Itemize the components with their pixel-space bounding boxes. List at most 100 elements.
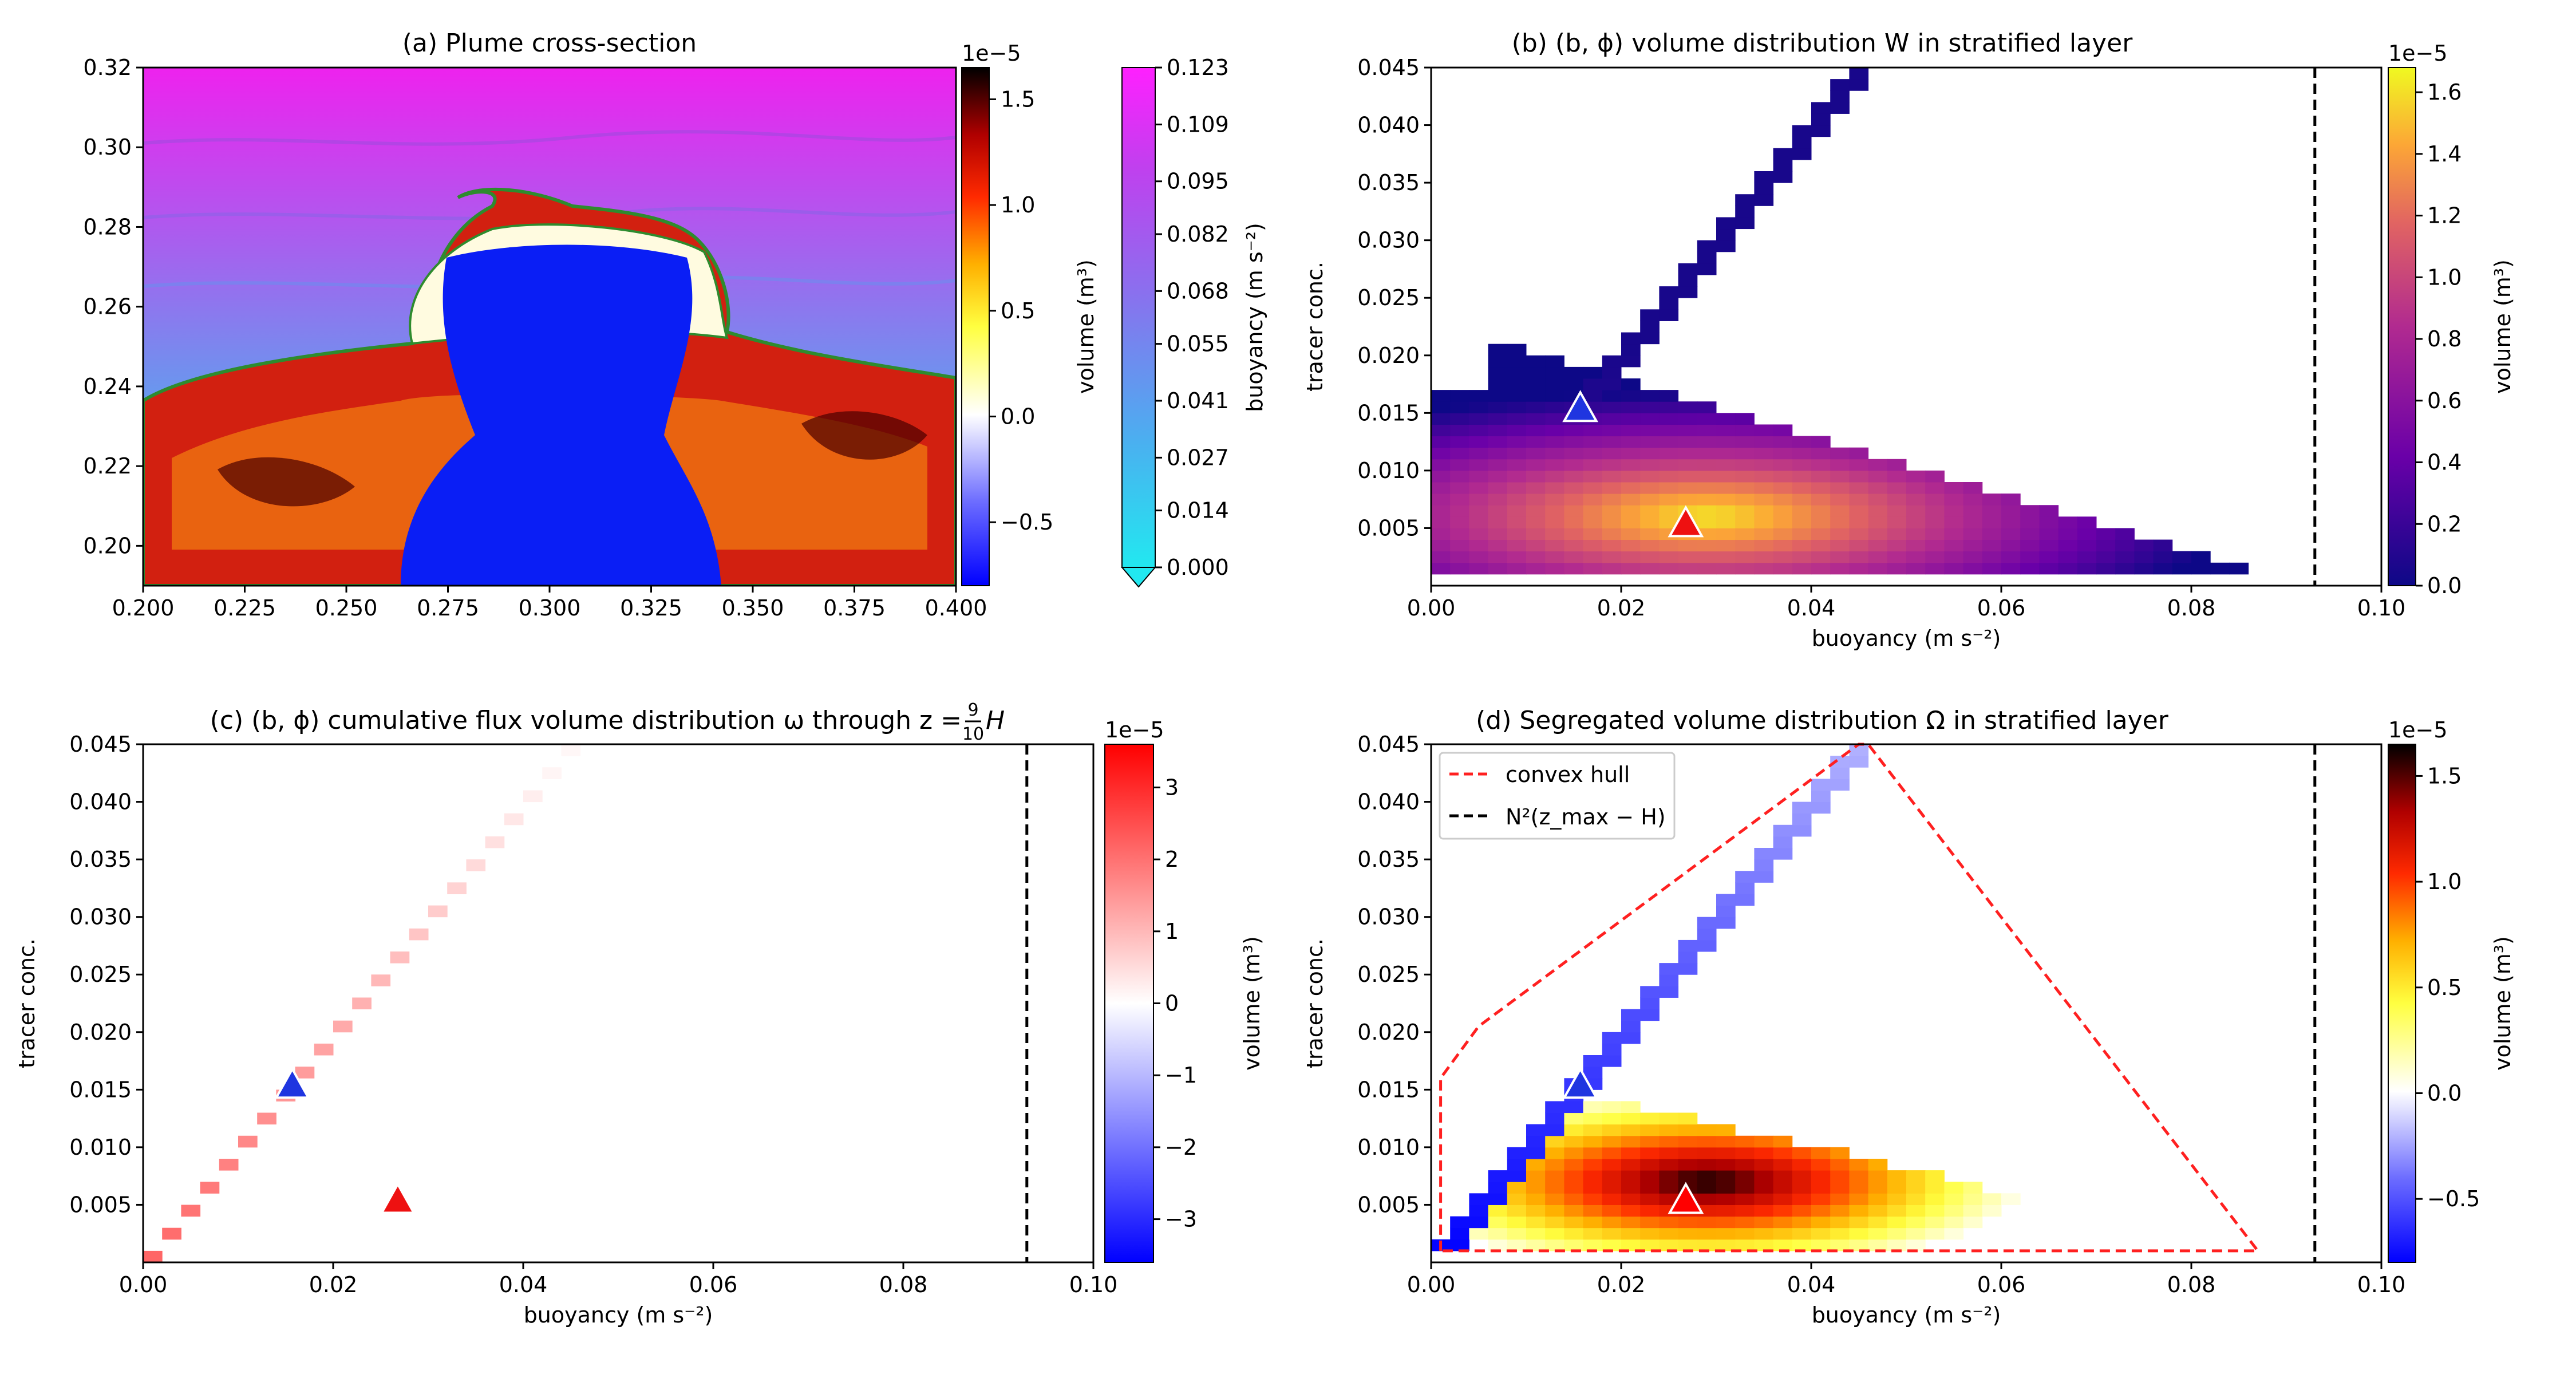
heatmap-cell bbox=[1811, 1205, 1831, 1217]
heatmap-cell bbox=[1507, 470, 1527, 483]
heatmap-cell bbox=[1830, 551, 1850, 563]
heatmap-cell bbox=[1716, 470, 1736, 483]
heatmap-cell bbox=[1792, 1182, 1812, 1194]
heatmap-cell bbox=[1792, 1193, 1812, 1205]
heatmap-cell bbox=[1678, 1124, 1698, 1136]
heatmap-cell bbox=[1659, 493, 1679, 506]
heatmap-cell bbox=[1621, 424, 1641, 437]
heatmap-cell bbox=[1564, 482, 1584, 494]
heatmap-cell bbox=[1678, 424, 1698, 437]
y-axis-label: tracer conc. bbox=[1302, 262, 1327, 392]
heatmap-cell bbox=[2001, 539, 2021, 552]
heatmap-cell bbox=[2229, 562, 2249, 575]
heatmap-cell bbox=[1431, 413, 1451, 425]
heatmap-cell bbox=[1925, 539, 1945, 552]
heatmap-cell bbox=[1640, 1112, 1660, 1125]
heatmap-cell bbox=[1792, 125, 1812, 137]
heatmap-cell bbox=[1450, 482, 1469, 494]
heatmap-cell bbox=[1735, 505, 1755, 517]
heatmap-cell bbox=[1716, 1227, 1736, 1240]
heatmap-cell bbox=[1925, 505, 1945, 517]
heatmap-cell bbox=[1469, 551, 1489, 563]
heatmap-cell bbox=[1792, 493, 1812, 506]
heatmap-cell bbox=[1678, 562, 1698, 575]
heatmap-cell bbox=[2058, 516, 2078, 528]
heatmap-cell bbox=[1792, 505, 1812, 517]
heatmap-cell bbox=[1906, 1227, 1926, 1240]
heatmap-cell bbox=[1526, 378, 1546, 390]
heatmap-cell bbox=[1811, 1227, 1831, 1240]
x-tick-label: 0.325 bbox=[620, 595, 682, 621]
heatmap-cell bbox=[1925, 1216, 1945, 1229]
x-tick-label: 0.06 bbox=[1977, 595, 2026, 621]
colorbar-label: buoyancy (m s⁻²) bbox=[1242, 223, 1267, 412]
heatmap-cell bbox=[1735, 1182, 1755, 1194]
heatmap-cell bbox=[1583, 1124, 1603, 1136]
heatmap-cell bbox=[1754, 447, 1774, 460]
heatmap-cell bbox=[1583, 378, 1603, 390]
heatmap-cell bbox=[1545, 366, 1564, 379]
heatmap-cell bbox=[1735, 493, 1755, 506]
heatmap-cell bbox=[1830, 779, 1850, 791]
heatmap-cell bbox=[1583, 390, 1603, 402]
heatmap-cell bbox=[1735, 1193, 1755, 1205]
heatmap-cell bbox=[1621, 1205, 1641, 1217]
heatmap-cell bbox=[1887, 1227, 1907, 1240]
heatmap-cell bbox=[1469, 390, 1489, 402]
heatmap-cell bbox=[1849, 562, 1869, 575]
heatmap-cell bbox=[1602, 528, 1622, 540]
heatmap-cell bbox=[181, 1205, 201, 1217]
heatmap-cell bbox=[1754, 1159, 1774, 1171]
heatmap-cell bbox=[2077, 539, 2097, 552]
triangle-marker-red bbox=[1668, 505, 1704, 538]
heatmap-cell bbox=[1868, 1227, 1888, 1240]
heatmap-cell bbox=[1488, 436, 1508, 448]
heatmap-cell bbox=[1621, 1216, 1641, 1229]
panel-d-legend: convex hull N²(z_max − H) bbox=[1439, 752, 1676, 840]
heatmap-cell bbox=[1469, 424, 1489, 437]
heatmap-cell bbox=[1678, 1135, 1698, 1148]
heatmap-cell bbox=[1754, 1170, 1774, 1182]
heatmap-cell bbox=[1792, 482, 1812, 494]
heatmap-cell bbox=[1431, 562, 1451, 575]
y-tick-label: 0.010 bbox=[1357, 1135, 1420, 1160]
colorbar-tick-label: 0.109 bbox=[1167, 112, 1229, 137]
heatmap-cell bbox=[1488, 366, 1508, 379]
heatmap-cell bbox=[1488, 493, 1508, 506]
heatmap-cell bbox=[1488, 482, 1508, 494]
heatmap-cell bbox=[1564, 459, 1584, 471]
panel-d-frame bbox=[1430, 743, 2383, 1264]
heatmap-cell bbox=[1830, 1227, 1850, 1240]
heatmap-cell bbox=[1602, 1170, 1622, 1182]
y-tick-label: 0.015 bbox=[1357, 1077, 1420, 1102]
heatmap-cell bbox=[1849, 551, 1869, 563]
heatmap-cell bbox=[1982, 1205, 2002, 1217]
colorbar-tick-label: 1.2 bbox=[2427, 203, 2462, 228]
heatmap-cell bbox=[295, 1067, 315, 1079]
panel-c-frame bbox=[142, 743, 1095, 1264]
heatmap-cell bbox=[1564, 539, 1584, 552]
heatmap-cell bbox=[352, 997, 372, 1010]
heatmap-cell bbox=[1773, 436, 1793, 448]
heatmap-cell bbox=[1963, 1182, 1983, 1194]
heatmap-cell bbox=[1697, 928, 1717, 941]
x-tick-label: 0.00 bbox=[1407, 1272, 1456, 1297]
x-axis-label: buoyancy (m s⁻²) bbox=[524, 1302, 713, 1328]
y-tick-label: 0.28 bbox=[83, 214, 132, 239]
heatmap-cell bbox=[1545, 539, 1564, 552]
heatmap-cell bbox=[2115, 539, 2135, 552]
heatmap-cell bbox=[1564, 516, 1584, 528]
heatmap-cell bbox=[1602, 1147, 1622, 1159]
heatmap-cell bbox=[1849, 1159, 1869, 1171]
heatmap-cell bbox=[2001, 551, 2021, 563]
heatmap-cell bbox=[2115, 551, 2135, 563]
heatmap-cell bbox=[1944, 1227, 1964, 1240]
heatmap-cell bbox=[1982, 1193, 2002, 1205]
heatmap-cell bbox=[1678, 459, 1698, 471]
heatmap-cell bbox=[1830, 102, 1850, 114]
heatmap-cell bbox=[1640, 309, 1660, 321]
heatmap-cell bbox=[1754, 1135, 1774, 1148]
heatmap-cell bbox=[1830, 562, 1850, 575]
heatmap-cell bbox=[1792, 1170, 1812, 1182]
panel-b-title: (b) (b, ϕ) volume distribution W in stra… bbox=[1512, 29, 2134, 58]
